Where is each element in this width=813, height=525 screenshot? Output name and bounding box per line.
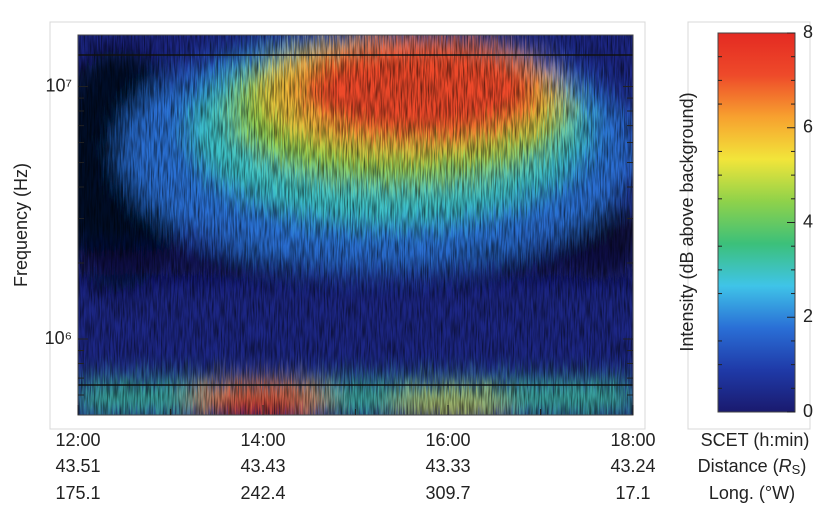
label-part: ) bbox=[800, 456, 806, 476]
x-tick-label: 14:00 bbox=[240, 430, 285, 450]
colorbar-frame bbox=[687, 21, 811, 430]
x-tick-label: 16:00 bbox=[425, 430, 470, 450]
colorbar-tick-label: 2 bbox=[803, 306, 813, 326]
x-row-label: Distance (RS) bbox=[698, 456, 807, 478]
longitude-label: 175.1 bbox=[55, 483, 100, 503]
y-tick-label: 10⁶ bbox=[45, 328, 72, 348]
x-tick-label: 18:00 bbox=[610, 430, 655, 450]
x-tick-label: 12:00 bbox=[55, 430, 100, 450]
colorbar-tick-label: 6 bbox=[803, 117, 813, 137]
label-part: Distance ( bbox=[698, 456, 779, 476]
distance-label: 43.24 bbox=[610, 456, 655, 476]
label-part: R bbox=[779, 456, 792, 476]
y-tick-label: 10⁷ bbox=[45, 75, 72, 95]
x-row-label: Long. (°W) bbox=[709, 483, 795, 503]
spectrogram bbox=[78, 35, 633, 415]
x-row-label: SCET (h:min) bbox=[701, 430, 810, 450]
distance-label: 43.51 bbox=[55, 456, 100, 476]
label-part: S bbox=[792, 462, 801, 477]
longitude-label: 242.4 bbox=[240, 483, 285, 503]
distance-label: 43.43 bbox=[240, 456, 285, 476]
colorbar-tick-label: 0 bbox=[803, 401, 813, 421]
colorbar-tick-label: 8 bbox=[803, 22, 813, 42]
chart-frame bbox=[49, 21, 646, 430]
colorbar bbox=[717, 32, 796, 413]
colorbar-tick-label: 4 bbox=[803, 211, 813, 231]
colorbar-label: Intensity (dB above background) bbox=[677, 92, 697, 351]
distance-label: 43.33 bbox=[425, 456, 470, 476]
y-axis-label: Frequency (Hz) bbox=[11, 163, 31, 287]
longitude-label: 17.1 bbox=[615, 483, 650, 503]
longitude-label: 309.7 bbox=[425, 483, 470, 503]
